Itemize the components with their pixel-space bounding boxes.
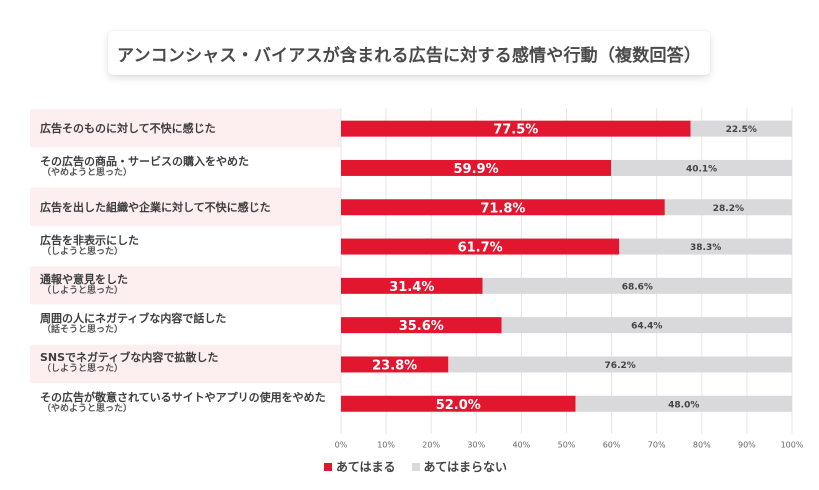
x-tick-label: 80%	[693, 440, 711, 449]
category-label-main: SNSでネガティブな内容で拡散した	[40, 351, 219, 365]
category-label-sub: （やめようと思った）	[42, 167, 133, 178]
category-label-main: その広告の商品・サービスの購入をやめた	[40, 154, 249, 168]
category-label-main: その広告が敬意されているサイトやアプリの使用をやめた	[40, 390, 326, 404]
x-tick-label: 70%	[648, 440, 666, 449]
bar-no	[501, 317, 792, 334]
bar-no	[611, 159, 792, 176]
bar-yes	[341, 395, 576, 412]
legend-label-no: あてはまらない	[423, 460, 508, 474]
chart-title-box: アンコンシャス・バイアスが含まれる広告に対する感情や行動（複数回答）	[108, 31, 710, 75]
x-tick-label: 60%	[603, 440, 621, 449]
category-label-main: 広告を出した組織や企業に対して不快に感じた	[40, 200, 271, 214]
row-band	[30, 266, 341, 305]
bar-no	[448, 356, 792, 373]
data-label-no: 68.6%	[622, 282, 653, 292]
data-label-no: 48.0%	[668, 400, 699, 410]
chart-title: アンコンシャス・バイアスが含まれる広告に対する感情や行動（複数回答）	[116, 45, 702, 66]
x-tick-label: 100%	[781, 440, 804, 449]
category-label-sub: （やめようと思った）	[42, 403, 133, 414]
x-tick-label: 30%	[467, 440, 485, 449]
data-label-yes: 71.8%	[480, 201, 525, 216]
data-label-no: 64.4%	[631, 322, 662, 332]
data-label-yes: 59.9%	[454, 162, 499, 177]
legend: あてはまる あてはまらない	[324, 458, 523, 475]
category-label: 広告を非表示にした （しようと思った）	[40, 234, 139, 258]
category-label: 広告そのものに対して不快に感じた	[40, 122, 216, 135]
data-label-yes: 77.5%	[493, 123, 538, 138]
data-label-no: 38.3%	[690, 243, 721, 253]
data-label-yes: 52.0%	[436, 398, 481, 413]
category-label-main: 広告を非表示にした	[40, 233, 139, 247]
x-tick-label: 50%	[558, 440, 576, 449]
row-band	[30, 344, 341, 384]
category-label: 通報や意見をした （しようと思った）	[40, 273, 128, 297]
data-label-no: 40.1%	[686, 164, 717, 174]
bar-no	[482, 277, 792, 294]
row-band	[30, 109, 341, 148]
category-label-main: 通報や意見をした	[40, 272, 128, 286]
category-label-sub: （しようと思った）	[42, 364, 124, 375]
data-label-no: 28.2%	[713, 204, 744, 214]
bar-yes	[341, 356, 449, 373]
bar-yes	[341, 199, 665, 216]
data-label-no: 22.5%	[726, 125, 757, 135]
bar-yes	[341, 317, 502, 334]
category-label: その広告の商品・サービスの購入をやめた （やめようと思った）	[40, 155, 249, 179]
bar-no	[619, 238, 792, 255]
bar-yes	[341, 238, 620, 255]
data-label-yes: 31.4%	[389, 280, 434, 295]
legend-swatch-no	[411, 462, 420, 471]
legend-label-yes: あてはまる	[336, 460, 396, 474]
category-label-main: 周囲の人にネガティブな内容で話した	[40, 312, 227, 326]
bar-yes	[341, 159, 612, 176]
category-label-sub: （しようと思った）	[42, 285, 124, 296]
data-label-yes: 35.6%	[399, 319, 444, 334]
category-label-main: 広告そのものに対して不快に感じた	[40, 122, 216, 136]
category-label: SNSでネガティブな内容で拡散した （しようと思った）	[40, 351, 218, 375]
legend-item-yes: あてはまる	[324, 458, 396, 475]
category-label-sub: （話そうと思った）	[42, 325, 124, 336]
bar-yes	[341, 277, 483, 294]
bar-no	[575, 395, 792, 412]
data-label-no: 76.2%	[605, 361, 636, 371]
category-label: 広告を出した組織や企業に対して不快に感じた	[40, 201, 271, 214]
legend-swatch-yes	[324, 462, 332, 471]
x-tick-label: 10%	[377, 440, 395, 449]
data-label-yes: 23.8%	[372, 358, 417, 373]
x-tick-label: 90%	[738, 440, 756, 449]
row-band	[30, 187, 341, 226]
bar-yes	[341, 120, 691, 137]
category-label: 周囲の人にネガティブな内容で話した （話そうと思った）	[40, 312, 226, 336]
bar-no	[664, 199, 792, 216]
category-label-sub: （しようと思った）	[42, 246, 124, 257]
legend-item-no: あてはまらない	[411, 458, 508, 475]
x-tick-label: 20%	[422, 440, 440, 449]
x-tick-label: 0%	[335, 440, 348, 449]
bar-no	[690, 120, 792, 137]
data-label-yes: 61.7%	[458, 241, 503, 256]
x-tick-label: 40%	[513, 440, 531, 449]
category-label: その広告が敬意されているサイトやアプリの使用をやめた （やめようと思った）	[40, 391, 326, 415]
